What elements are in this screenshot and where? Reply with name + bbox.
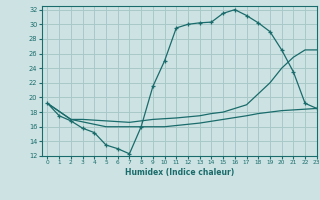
X-axis label: Humidex (Indice chaleur): Humidex (Indice chaleur)	[124, 168, 234, 177]
